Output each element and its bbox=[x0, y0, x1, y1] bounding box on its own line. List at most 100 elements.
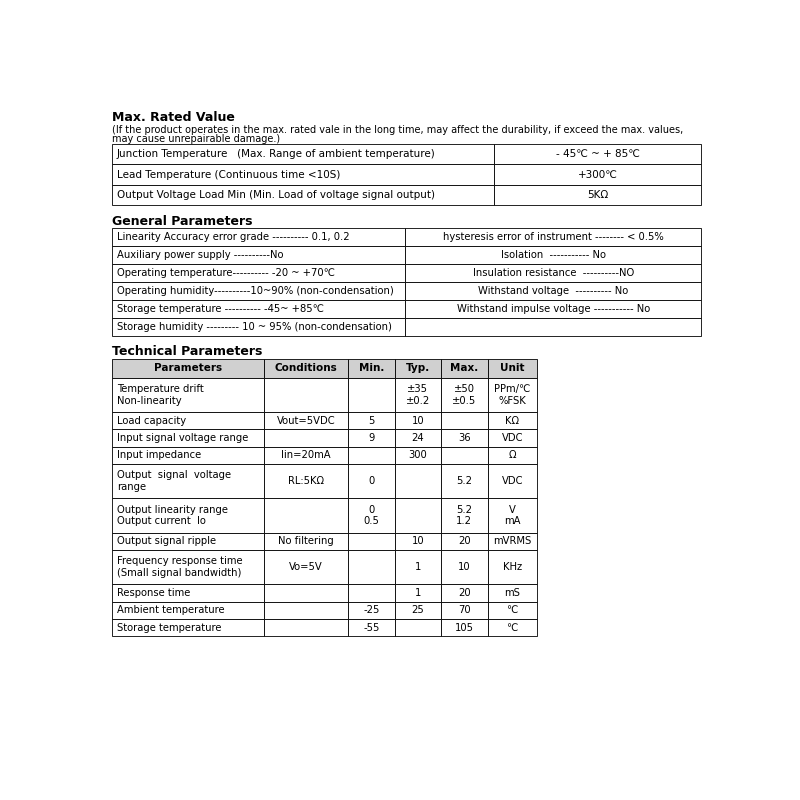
Bar bbox=[348, 412, 394, 430]
Text: VDC: VDC bbox=[502, 476, 523, 486]
Bar bbox=[441, 464, 487, 498]
Text: Response time: Response time bbox=[117, 588, 190, 598]
Bar bbox=[441, 619, 487, 636]
Bar bbox=[112, 585, 264, 602]
Text: 5: 5 bbox=[368, 416, 374, 426]
Bar bbox=[405, 246, 702, 264]
Text: KΩ: KΩ bbox=[506, 416, 519, 426]
Text: V
mA: V mA bbox=[504, 505, 521, 526]
Text: Iin=20mA: Iin=20mA bbox=[282, 450, 331, 460]
Bar bbox=[112, 185, 494, 205]
Bar bbox=[487, 498, 537, 533]
Bar bbox=[394, 585, 441, 602]
Bar bbox=[264, 464, 348, 498]
Bar bbox=[112, 144, 494, 164]
Text: -55: -55 bbox=[363, 622, 379, 633]
Bar bbox=[405, 282, 702, 300]
Bar bbox=[494, 185, 702, 205]
Text: ℃: ℃ bbox=[506, 622, 518, 633]
Text: Typ.: Typ. bbox=[406, 363, 430, 374]
Bar bbox=[112, 300, 405, 318]
Text: (If the product operates in the max. rated vale in the long time, may affect the: (If the product operates in the max. rat… bbox=[112, 125, 684, 135]
Bar bbox=[487, 464, 537, 498]
Bar bbox=[348, 378, 394, 412]
Text: ℃: ℃ bbox=[506, 606, 518, 615]
Text: 20: 20 bbox=[458, 536, 470, 546]
Text: 5KΩ: 5KΩ bbox=[587, 190, 608, 200]
Text: Storage temperature ---------- -45~ +85℃: Storage temperature ---------- -45~ +85℃ bbox=[117, 304, 324, 314]
Text: Withstand impulse voltage ----------- No: Withstand impulse voltage ----------- No bbox=[457, 304, 650, 314]
Text: 1: 1 bbox=[414, 562, 421, 572]
Bar bbox=[112, 550, 264, 585]
Text: Lead Temperature (Continuous time <10S): Lead Temperature (Continuous time <10S) bbox=[117, 170, 340, 179]
Text: mVRMS: mVRMS bbox=[493, 536, 531, 546]
Bar bbox=[441, 550, 487, 585]
Bar bbox=[264, 533, 348, 550]
Bar bbox=[348, 585, 394, 602]
Text: +300℃: +300℃ bbox=[578, 170, 618, 179]
Bar bbox=[348, 430, 394, 446]
Bar bbox=[394, 359, 441, 378]
Bar bbox=[487, 550, 537, 585]
Bar bbox=[487, 585, 537, 602]
Bar bbox=[348, 533, 394, 550]
Text: Linearity Accuracy error grade ---------- 0.1, 0.2: Linearity Accuracy error grade ---------… bbox=[117, 232, 350, 242]
Text: 5.2: 5.2 bbox=[456, 476, 472, 486]
Text: Conditions: Conditions bbox=[274, 363, 338, 374]
Text: Unit: Unit bbox=[500, 363, 525, 374]
Text: Auxiliary power supply ----------No: Auxiliary power supply ----------No bbox=[117, 250, 283, 260]
Bar bbox=[112, 498, 264, 533]
Text: 20: 20 bbox=[458, 588, 470, 598]
Bar bbox=[487, 533, 537, 550]
Text: PPm/℃
%FSK: PPm/℃ %FSK bbox=[494, 384, 530, 406]
Text: Input signal voltage range: Input signal voltage range bbox=[117, 433, 248, 443]
Bar bbox=[487, 378, 537, 412]
Bar bbox=[348, 619, 394, 636]
Bar bbox=[441, 430, 487, 446]
Bar bbox=[487, 359, 537, 378]
Text: Isolation  ----------- No: Isolation ----------- No bbox=[501, 250, 606, 260]
Text: No filtering: No filtering bbox=[278, 536, 334, 546]
Text: Load capacity: Load capacity bbox=[117, 416, 186, 426]
Text: -25: -25 bbox=[363, 606, 379, 615]
Bar bbox=[487, 602, 537, 619]
Text: Input impedance: Input impedance bbox=[117, 450, 201, 460]
Text: 300: 300 bbox=[408, 450, 427, 460]
Bar bbox=[394, 533, 441, 550]
Text: 10: 10 bbox=[458, 562, 470, 572]
Bar bbox=[394, 412, 441, 430]
Text: 10: 10 bbox=[411, 536, 424, 546]
Text: 0
0.5: 0 0.5 bbox=[363, 505, 379, 526]
Bar bbox=[112, 264, 405, 282]
Text: Output  signal  voltage
range: Output signal voltage range bbox=[117, 470, 231, 492]
Text: Storage humidity --------- 10 ~ 95% (non-condensation): Storage humidity --------- 10 ~ 95% (non… bbox=[117, 322, 392, 332]
Bar bbox=[112, 446, 264, 464]
Text: Ω: Ω bbox=[509, 450, 516, 460]
Text: Ambient temperature: Ambient temperature bbox=[117, 606, 224, 615]
Bar bbox=[348, 359, 394, 378]
Bar bbox=[348, 602, 394, 619]
Bar bbox=[441, 359, 487, 378]
Text: General Parameters: General Parameters bbox=[112, 215, 253, 228]
Bar bbox=[112, 464, 264, 498]
Bar bbox=[112, 602, 264, 619]
Text: Temperature drift
Non-linearity: Temperature drift Non-linearity bbox=[117, 384, 203, 406]
Bar bbox=[264, 359, 348, 378]
Text: Max. Rated Value: Max. Rated Value bbox=[112, 111, 235, 124]
Bar bbox=[405, 264, 702, 282]
Text: 25: 25 bbox=[411, 606, 424, 615]
Bar bbox=[441, 602, 487, 619]
Text: Output Voltage Load Min (Min. Load of voltage signal output): Output Voltage Load Min (Min. Load of vo… bbox=[117, 190, 434, 200]
Bar bbox=[405, 229, 702, 246]
Bar bbox=[394, 430, 441, 446]
Bar bbox=[394, 498, 441, 533]
Bar bbox=[441, 378, 487, 412]
Bar bbox=[112, 378, 264, 412]
Text: 9: 9 bbox=[368, 433, 374, 443]
Bar bbox=[405, 300, 702, 318]
Bar bbox=[394, 619, 441, 636]
Bar bbox=[112, 246, 405, 264]
Bar bbox=[487, 619, 537, 636]
Bar bbox=[487, 412, 537, 430]
Text: Operating temperature---------- -20 ~ +70℃: Operating temperature---------- -20 ~ +7… bbox=[117, 268, 334, 278]
